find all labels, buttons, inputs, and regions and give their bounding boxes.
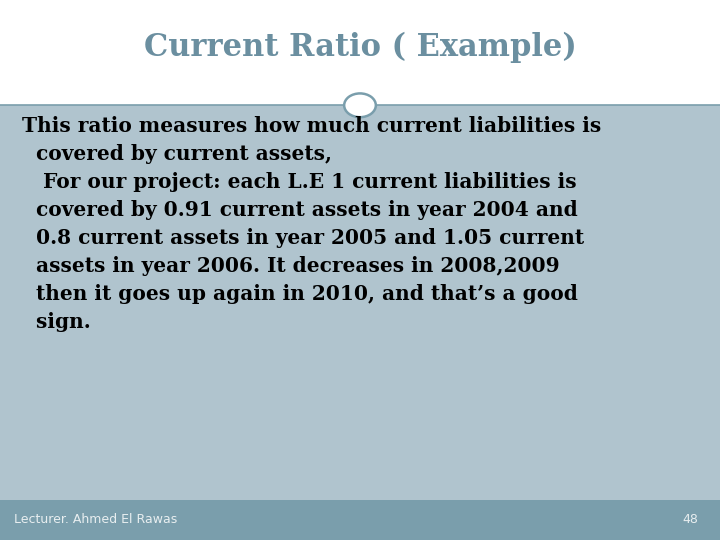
Circle shape <box>344 93 376 117</box>
Text: Current Ratio ( Example): Current Ratio ( Example) <box>143 32 577 63</box>
FancyBboxPatch shape <box>0 500 720 540</box>
FancyBboxPatch shape <box>0 105 720 500</box>
Text: This ratio measures how much current liabilities is
  covered by current assets,: This ratio measures how much current lia… <box>22 116 601 332</box>
Text: 48: 48 <box>683 513 698 526</box>
FancyBboxPatch shape <box>0 0 720 105</box>
Text: Lecturer. Ahmed El Rawas: Lecturer. Ahmed El Rawas <box>14 513 178 526</box>
